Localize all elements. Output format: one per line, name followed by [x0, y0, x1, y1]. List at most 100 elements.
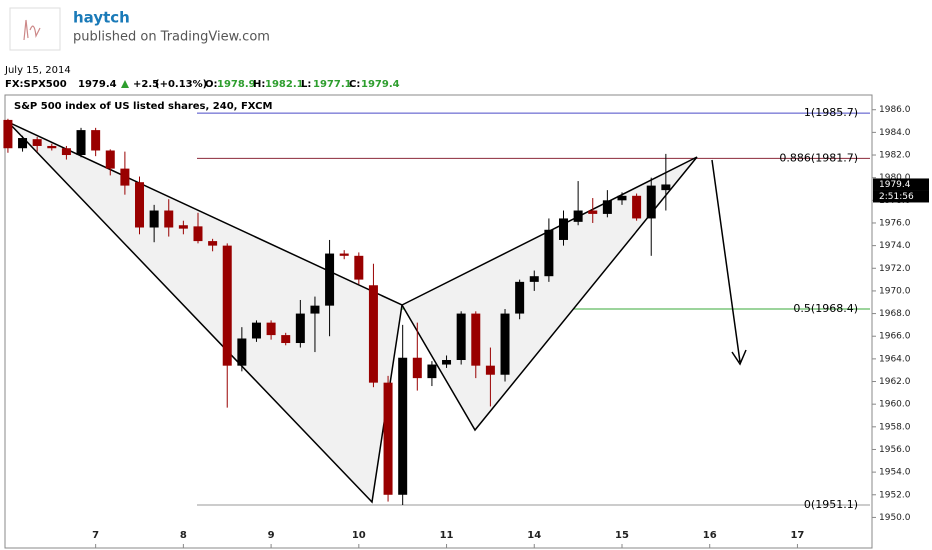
y-tick-label: 1958.0 — [879, 422, 911, 432]
candle-body — [646, 185, 656, 219]
y-tick-label: 1976.0 — [879, 218, 911, 228]
candle-body — [529, 276, 539, 282]
candle-body — [325, 253, 335, 306]
candle-body — [266, 322, 276, 336]
up-arrow — [121, 80, 129, 88]
author[interactable]: haytch — [73, 9, 130, 27]
candle-body — [164, 210, 174, 228]
candle-body — [500, 313, 510, 375]
candle-body — [281, 335, 291, 344]
y-tick-label: 1984.0 — [879, 128, 911, 138]
candle-body — [61, 148, 71, 156]
candle-body — [208, 241, 218, 246]
candle-body — [339, 253, 349, 256]
change-pct: (+0.13%) — [155, 79, 207, 90]
candle-body — [120, 168, 130, 186]
y-tick-label: 1960.0 — [879, 400, 911, 410]
published: published on TradingView.com — [73, 30, 270, 45]
price: 1979.4 — [78, 79, 117, 90]
candle-body — [471, 313, 481, 366]
candle-body — [295, 313, 305, 344]
fib-label: 0.886(1981.7) — [779, 151, 858, 164]
candle-body — [661, 184, 671, 191]
x-tick-label: 7 — [92, 530, 99, 541]
fib-label: 0.5(1968.4) — [793, 302, 858, 315]
candle-body — [237, 338, 247, 366]
ohlc-key: L: — [301, 79, 311, 90]
symbol: FX:SPX500 — [5, 79, 67, 90]
forecast-arrow — [711, 159, 747, 366]
change: +2.5 — [133, 79, 159, 90]
candle-body — [222, 245, 232, 366]
x-tick-label: 16 — [703, 530, 717, 541]
ohlc-value: 1977.1 — [313, 79, 352, 90]
avatar-icon — [23, 19, 41, 41]
candle-body — [149, 210, 159, 228]
candle-body — [310, 305, 320, 314]
candle-body — [383, 382, 393, 495]
fib-label: 0(1951.1) — [804, 498, 858, 511]
candle-body — [91, 130, 101, 151]
candle-body — [632, 195, 642, 219]
candle-body — [76, 130, 86, 156]
candle-body — [515, 281, 525, 314]
ohlc-value: 1982.1 — [265, 79, 304, 90]
y-tick-label: 1952.0 — [879, 490, 911, 500]
x-tick-label: 14 — [527, 530, 541, 541]
candle-body — [105, 150, 115, 169]
chart-title: S&P 500 index of US listed shares, 240, … — [14, 101, 272, 112]
price-tag-bg — [873, 178, 929, 191]
x-tick-label: 10 — [352, 530, 366, 541]
candle-body — [3, 119, 13, 149]
y-tick-label: 1980.0 — [879, 173, 911, 183]
candle-body — [251, 322, 261, 339]
candle-body — [602, 200, 612, 214]
candle-body — [368, 285, 378, 383]
candle-body — [354, 255, 364, 280]
y-tick-label: 1966.0 — [879, 332, 911, 342]
candle-body — [485, 365, 495, 375]
candle-body — [456, 313, 466, 361]
ohlc-value: 1979.4 — [361, 79, 400, 90]
countdown-bg — [873, 190, 929, 203]
y-tick-label: 1954.0 — [879, 468, 911, 478]
candle-body — [588, 210, 598, 214]
y-tick-label: 1982.0 — [879, 151, 911, 161]
y-tick-label: 1986.0 — [879, 105, 911, 115]
candle-body — [559, 218, 569, 240]
candle-body — [193, 226, 203, 242]
candle-body — [178, 225, 188, 229]
ohlc-key: C: — [349, 79, 360, 90]
y-tick-label: 1950.0 — [879, 513, 911, 523]
y-tick-label: 1970.0 — [879, 286, 911, 296]
candle-body — [32, 139, 42, 146]
candle-body — [427, 364, 437, 379]
date: July 15, 2014 — [4, 65, 71, 76]
candle-body — [47, 145, 57, 149]
y-tick-label: 1964.0 — [879, 354, 911, 364]
candle-body — [18, 138, 28, 149]
candle-body — [135, 182, 145, 228]
candle-body — [617, 195, 627, 201]
y-tick-label: 1968.0 — [879, 309, 911, 319]
x-tick-label: 9 — [268, 530, 275, 541]
fib-label: 1(1985.7) — [804, 106, 858, 119]
ohlc-key: H: — [253, 79, 265, 90]
candle-body — [442, 360, 452, 365]
candle-body — [398, 357, 408, 495]
candle-body — [573, 210, 583, 222]
candle-body — [412, 357, 422, 379]
price-tag: 1979.4 — [879, 180, 911, 190]
candle-body — [544, 229, 554, 277]
ohlc-key: O: — [205, 79, 218, 90]
countdown: 2:51:56 — [879, 192, 914, 202]
y-tick-label: 1974.0 — [879, 241, 911, 251]
x-tick-label: 11 — [440, 530, 454, 541]
x-tick-label: 15 — [615, 530, 629, 541]
ohlc-value: 1978.9 — [217, 79, 256, 90]
y-tick-label: 1962.0 — [879, 377, 911, 387]
x-tick-label: 8 — [180, 530, 187, 541]
y-tick-label: 1972.0 — [879, 264, 911, 274]
y-tick-label: 1956.0 — [879, 445, 911, 455]
